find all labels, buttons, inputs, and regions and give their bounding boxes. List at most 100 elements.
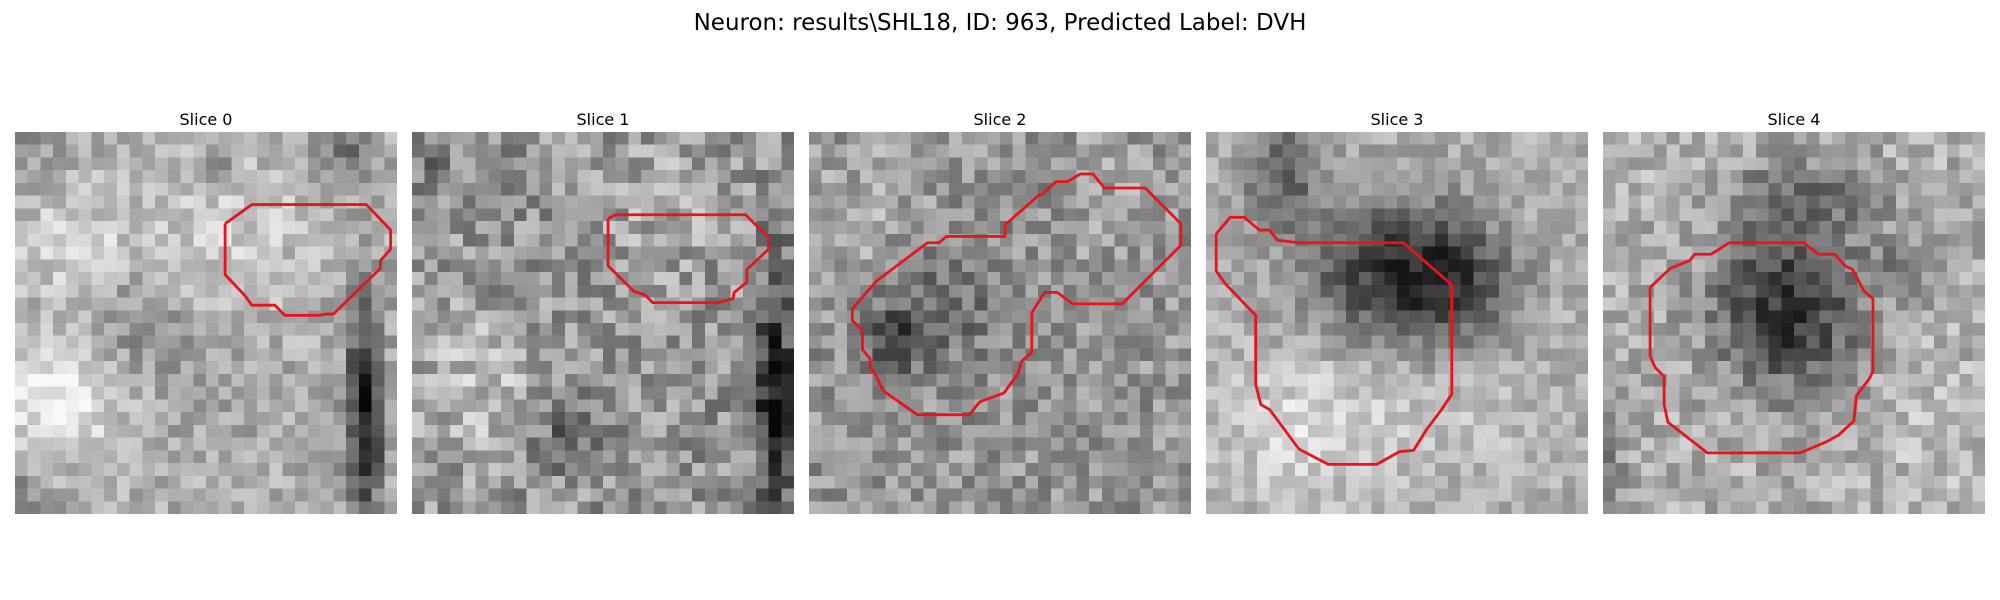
- pixel: [885, 361, 899, 375]
- pixel: [692, 246, 706, 260]
- pixel: [424, 501, 438, 514]
- pixel: [1320, 221, 1334, 235]
- pixel: [358, 475, 372, 489]
- pixel: [1384, 424, 1398, 438]
- pixel: [1794, 144, 1807, 158]
- pixel: [1819, 386, 1833, 400]
- pixel: [809, 335, 822, 349]
- pixel: [781, 463, 794, 477]
- pixel: [628, 335, 642, 349]
- pixel: [1575, 297, 1588, 311]
- pixel: [1127, 348, 1141, 362]
- pixel: [358, 488, 372, 502]
- pixel: [1666, 335, 1680, 349]
- pixel: [1460, 488, 1474, 502]
- pixel: [692, 335, 706, 349]
- pixel: [333, 501, 347, 514]
- pixel: [717, 424, 731, 438]
- pixel: [1743, 399, 1757, 413]
- pixel: [142, 399, 156, 413]
- pixel: [743, 144, 757, 158]
- pixel: [53, 424, 67, 438]
- pixel: [809, 361, 822, 375]
- pixel: [307, 246, 321, 260]
- pixel: [282, 233, 296, 247]
- pixel: [1460, 450, 1474, 464]
- pixel: [743, 412, 757, 426]
- pixel: [1575, 424, 1588, 438]
- pixel: [307, 259, 321, 273]
- pixel: [501, 373, 515, 387]
- pixel: [768, 297, 782, 311]
- pixel: [1615, 297, 1629, 311]
- pixel: [1908, 132, 1922, 145]
- pixel: [847, 335, 861, 349]
- pixel: [1921, 246, 1935, 260]
- pixel: [1537, 182, 1551, 196]
- pixel: [1114, 348, 1128, 362]
- pixel: [269, 297, 283, 311]
- pixel: [27, 208, 41, 222]
- pixel: [1409, 475, 1423, 489]
- pixel: [180, 272, 194, 286]
- pixel: [847, 373, 861, 387]
- pixel: [1025, 132, 1039, 145]
- pixel: [987, 373, 1001, 387]
- pixel: [1218, 475, 1232, 489]
- pixel: [1781, 170, 1795, 184]
- pixel: [295, 437, 309, 451]
- pixel: [1320, 335, 1334, 349]
- pixel: [129, 475, 143, 489]
- pixel: [1218, 157, 1232, 171]
- pixel: [1384, 501, 1398, 514]
- pixel: [809, 246, 822, 260]
- pixel: [552, 272, 566, 286]
- pixel: [987, 272, 1001, 286]
- pixel: [641, 361, 655, 375]
- pixel: [1256, 208, 1270, 222]
- pixel: [1447, 373, 1461, 387]
- pixel: [1666, 437, 1680, 451]
- pixel: [180, 323, 194, 336]
- pixel: [539, 361, 553, 375]
- pixel: [218, 361, 232, 375]
- pixel: [872, 297, 886, 311]
- pixel: [1819, 361, 1833, 375]
- pixel: [1575, 501, 1588, 514]
- pixel: [872, 323, 886, 336]
- pixel: [1140, 386, 1154, 400]
- pixel: [987, 323, 1001, 336]
- pixel: [590, 221, 604, 235]
- pixel: [1562, 221, 1576, 235]
- pixel: [1152, 144, 1166, 158]
- pixel: [1806, 399, 1820, 413]
- pixel: [437, 437, 451, 451]
- pixel: [488, 208, 502, 222]
- pixel: [1934, 412, 1948, 426]
- pixel: [628, 297, 642, 311]
- pixel: [450, 323, 464, 336]
- pixel: [552, 386, 566, 400]
- pixel: [513, 272, 527, 286]
- pixel: [218, 272, 232, 286]
- pixel: [1498, 144, 1512, 158]
- pixel: [1562, 272, 1576, 286]
- pixel: [809, 233, 822, 247]
- pixel: [666, 501, 680, 514]
- pixel: [1870, 373, 1884, 387]
- pixel: [755, 195, 769, 209]
- pixel: [1575, 463, 1588, 477]
- pixel: [628, 323, 642, 336]
- pixel: [1089, 412, 1103, 426]
- pixel: [949, 182, 963, 196]
- pixel: [1101, 463, 1115, 477]
- pixel: [1295, 386, 1309, 400]
- pixel: [1537, 437, 1551, 451]
- pixel: [1730, 144, 1744, 158]
- pixel: [1063, 246, 1077, 260]
- pixel: [590, 233, 604, 247]
- pixel: [526, 348, 540, 362]
- pixel: [847, 259, 861, 273]
- pixel: [539, 386, 553, 400]
- pixel: [961, 399, 975, 413]
